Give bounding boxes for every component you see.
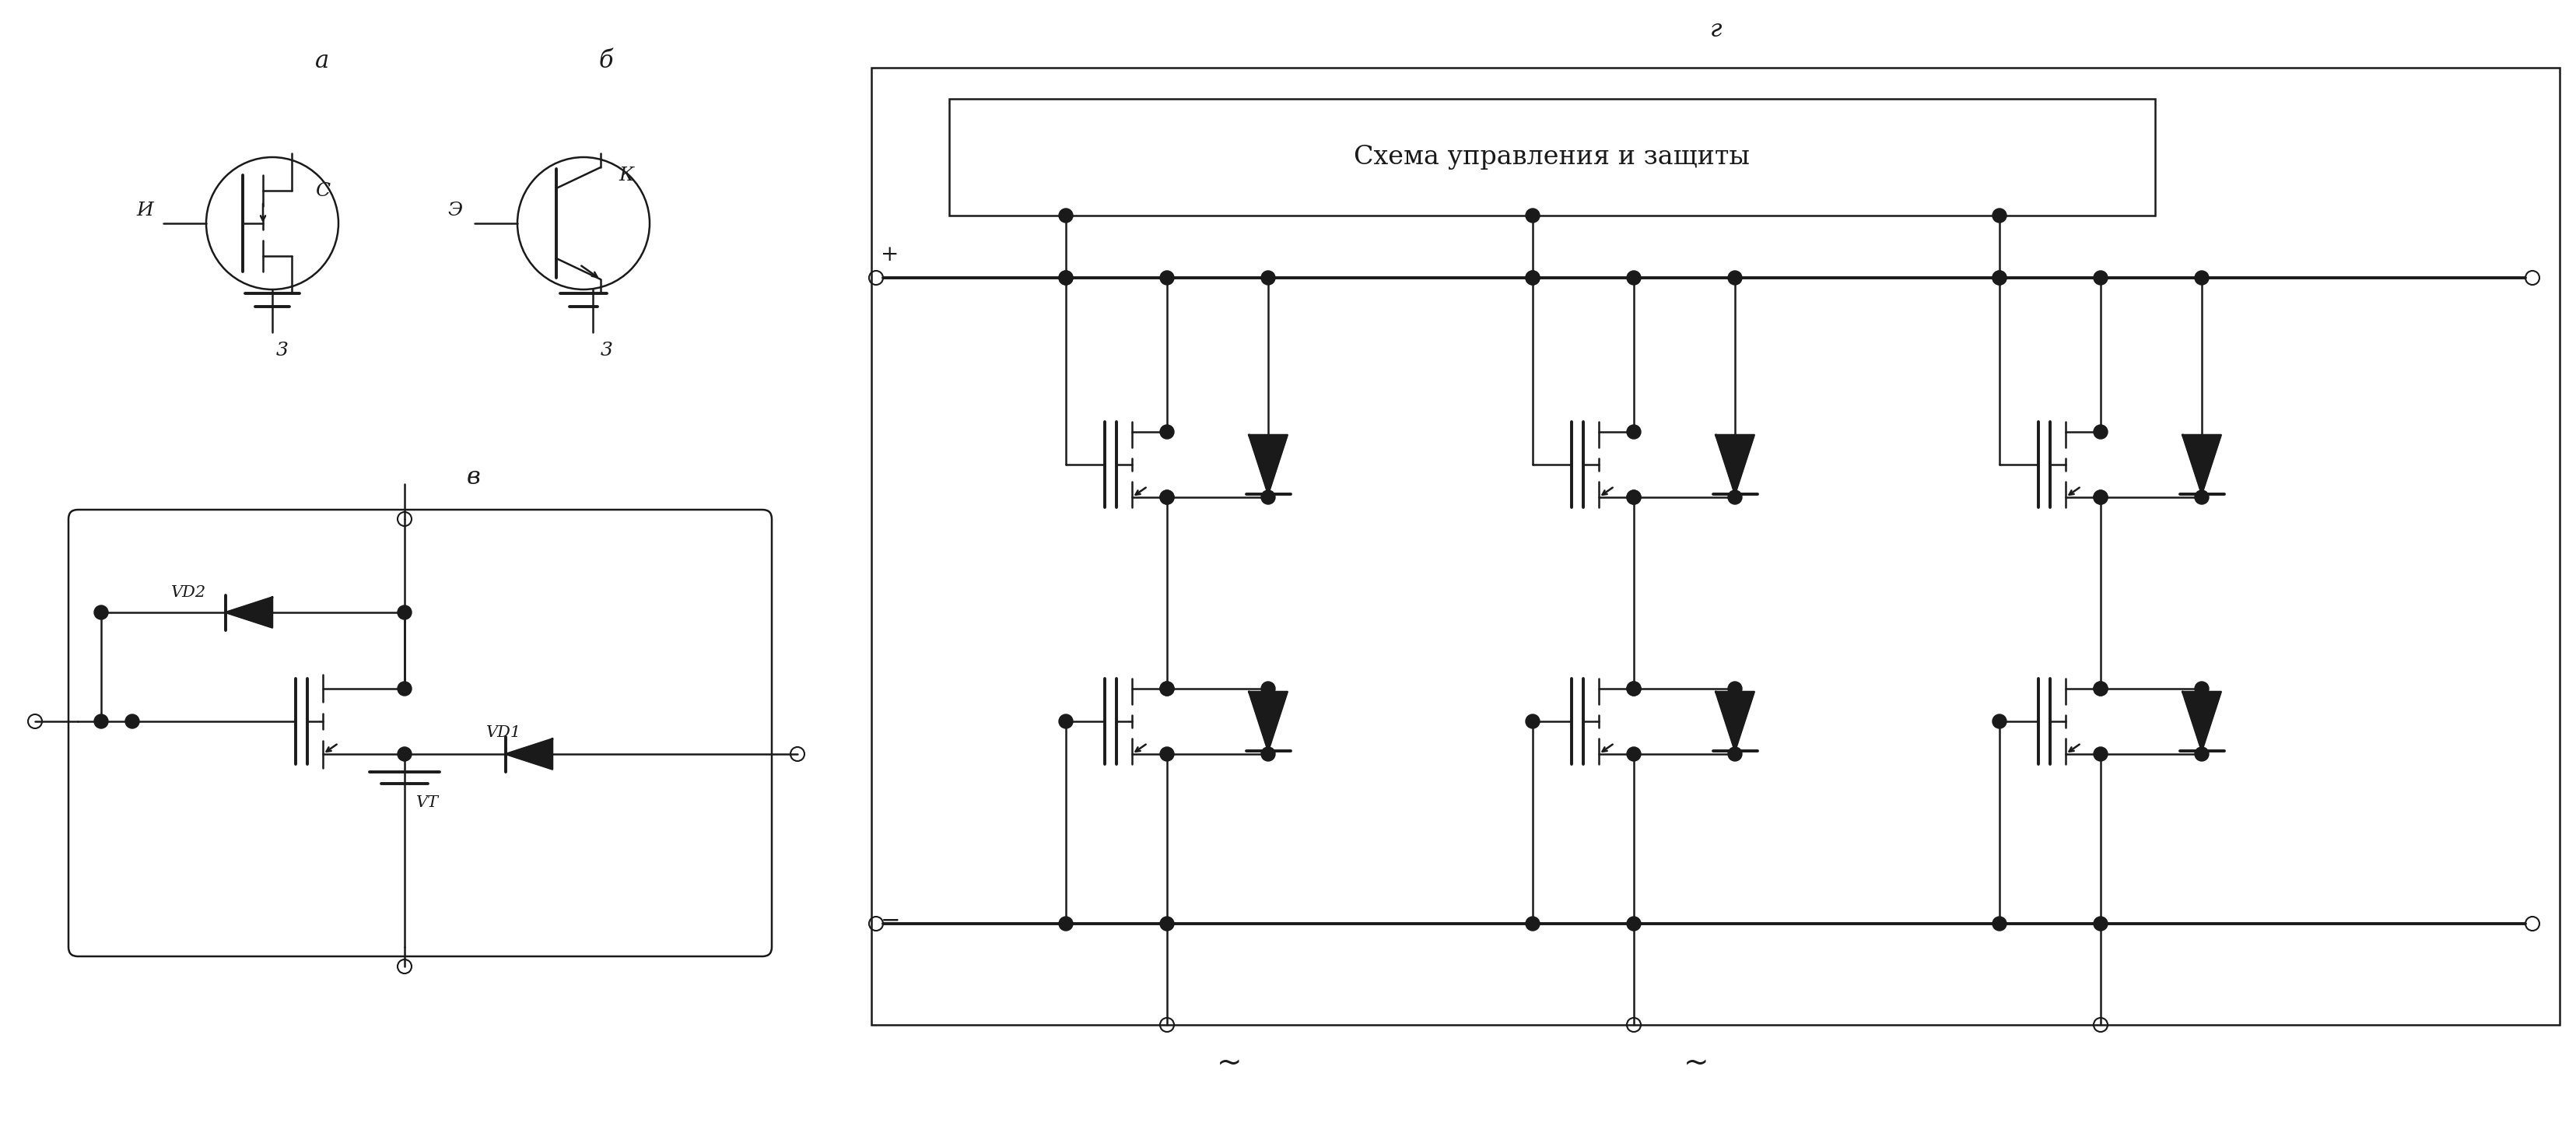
- Circle shape: [1260, 490, 1275, 504]
- Circle shape: [1625, 681, 1641, 696]
- Circle shape: [1991, 208, 2007, 223]
- Text: a: a: [314, 50, 330, 73]
- Text: VD1: VD1: [487, 725, 520, 740]
- Circle shape: [1159, 490, 1175, 504]
- Circle shape: [1991, 714, 2007, 729]
- Circle shape: [1159, 270, 1175, 285]
- Circle shape: [1059, 917, 1072, 931]
- Circle shape: [2195, 681, 2208, 696]
- Text: −: −: [881, 909, 899, 933]
- Circle shape: [1059, 208, 1072, 223]
- Circle shape: [397, 747, 412, 761]
- Polygon shape: [1716, 435, 1754, 494]
- Circle shape: [1625, 747, 1641, 761]
- Circle shape: [1159, 681, 1175, 696]
- Polygon shape: [227, 597, 273, 627]
- Circle shape: [1728, 490, 1741, 504]
- Circle shape: [1059, 270, 1072, 285]
- Circle shape: [2195, 747, 2208, 761]
- Circle shape: [2094, 681, 2107, 696]
- Circle shape: [1991, 270, 2007, 285]
- Circle shape: [1525, 208, 1540, 223]
- Circle shape: [1625, 425, 1641, 439]
- Circle shape: [1625, 270, 1641, 285]
- Text: К: К: [618, 167, 634, 185]
- Text: Э: Э: [448, 202, 461, 220]
- Text: 3: 3: [276, 341, 289, 359]
- Bar: [948, 99, 2154, 215]
- Circle shape: [1728, 681, 1741, 696]
- Circle shape: [1525, 270, 1540, 285]
- Circle shape: [1625, 681, 1641, 696]
- Circle shape: [95, 714, 108, 729]
- Circle shape: [1159, 747, 1175, 761]
- Circle shape: [2195, 270, 2208, 285]
- Polygon shape: [1249, 435, 1288, 494]
- Circle shape: [1625, 490, 1641, 504]
- Text: 3: 3: [600, 341, 613, 359]
- Circle shape: [95, 606, 108, 619]
- Circle shape: [2094, 490, 2107, 504]
- Circle shape: [397, 681, 412, 696]
- Circle shape: [1525, 917, 1540, 931]
- Circle shape: [1991, 270, 2007, 285]
- Circle shape: [1260, 681, 1275, 696]
- Text: г: г: [1708, 18, 1721, 42]
- Text: С: С: [314, 182, 330, 200]
- Text: в: в: [466, 465, 482, 490]
- Circle shape: [1159, 490, 1175, 504]
- Circle shape: [1059, 714, 1072, 729]
- Circle shape: [2094, 747, 2107, 761]
- Circle shape: [1260, 270, 1275, 285]
- Polygon shape: [1716, 691, 1754, 751]
- Text: VD2: VD2: [170, 586, 206, 600]
- Circle shape: [1159, 917, 1175, 931]
- Circle shape: [1059, 270, 1072, 285]
- Circle shape: [1625, 917, 1641, 931]
- Text: Схема управления и защиты: Схема управления и защиты: [1355, 145, 1749, 170]
- Circle shape: [2195, 490, 2208, 504]
- Text: б: б: [598, 50, 613, 73]
- Circle shape: [1525, 270, 1540, 285]
- Text: VT: VT: [417, 795, 438, 810]
- Circle shape: [1525, 714, 1540, 729]
- Circle shape: [2094, 270, 2107, 285]
- Circle shape: [2094, 681, 2107, 696]
- Text: И: И: [137, 202, 152, 220]
- Circle shape: [397, 606, 412, 619]
- Circle shape: [2094, 425, 2107, 439]
- Circle shape: [1728, 270, 1741, 285]
- Polygon shape: [2182, 691, 2221, 751]
- Text: ~: ~: [1682, 1048, 1708, 1078]
- Circle shape: [1991, 917, 2007, 931]
- Polygon shape: [505, 739, 551, 769]
- Circle shape: [1625, 490, 1641, 504]
- Text: ~: ~: [1216, 1048, 1242, 1078]
- Circle shape: [1260, 747, 1275, 761]
- Text: +: +: [881, 244, 899, 266]
- Circle shape: [126, 714, 139, 729]
- Circle shape: [1159, 425, 1175, 439]
- Circle shape: [2094, 917, 2107, 931]
- Circle shape: [1728, 747, 1741, 761]
- Polygon shape: [2182, 435, 2221, 494]
- Bar: [871, 68, 2558, 1025]
- Polygon shape: [1249, 691, 1288, 751]
- Circle shape: [2094, 490, 2107, 504]
- Circle shape: [1159, 681, 1175, 696]
